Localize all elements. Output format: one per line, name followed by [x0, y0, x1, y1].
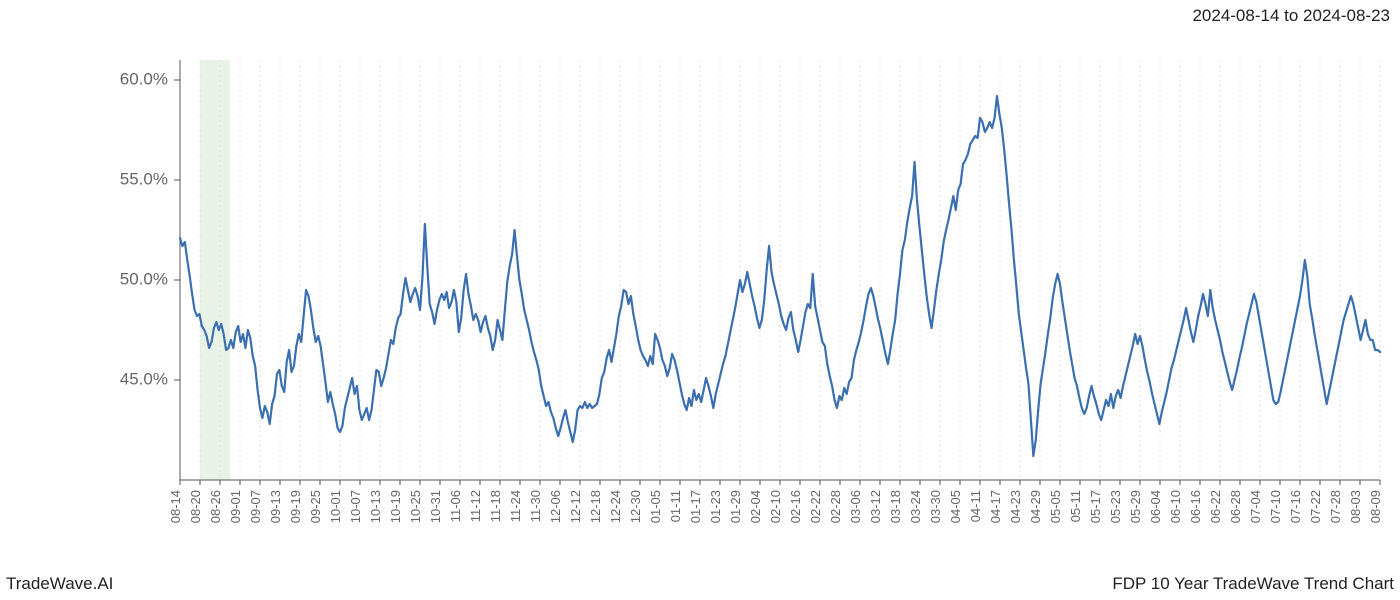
xtick-label: 05-11: [1068, 490, 1083, 522]
xtick-label: 11-06: [448, 490, 463, 522]
xtick-label: 10-25: [408, 490, 423, 523]
xtick-label: 01-29: [728, 490, 743, 523]
xtick-label: 10-07: [348, 490, 363, 523]
xtick-label: 04-11: [968, 490, 983, 522]
xtick-label: 09-25: [308, 490, 323, 523]
xtick-label: 08-09: [1368, 490, 1383, 523]
xtick-label: 02-28: [828, 490, 843, 523]
ytick-label: 50.0%: [120, 269, 168, 288]
xtick-label: 03-30: [928, 490, 943, 523]
xtick-label: 03-24: [908, 490, 923, 523]
ytick-label: 55.0%: [120, 169, 168, 188]
xtick-label: 11-30: [528, 490, 543, 522]
xtick-label: 06-22: [1208, 490, 1223, 523]
xtick-label: 12-24: [608, 490, 623, 523]
xtick-label: 04-17: [988, 490, 1003, 523]
xtick-label: 10-19: [388, 490, 403, 523]
xtick-label: 09-07: [248, 490, 263, 523]
xtick-label: 10-13: [368, 490, 383, 523]
xtick-label: 05-29: [1128, 490, 1143, 523]
xtick-label: 04-05: [948, 490, 963, 523]
xtick-label: 12-12: [568, 490, 583, 523]
xtick-label: 05-17: [1088, 490, 1103, 523]
xtick-label: 07-16: [1288, 490, 1303, 523]
xtick-label: 06-04: [1148, 490, 1163, 523]
xtick-label: 12-06: [548, 490, 563, 523]
xtick-label: 07-28: [1328, 490, 1343, 523]
xtick-label: 03-06: [848, 490, 863, 523]
ytick-label: 45.0%: [120, 369, 168, 388]
xtick-label: 04-29: [1028, 490, 1043, 523]
xtick-label: 08-20: [188, 490, 203, 523]
xtick-label: 06-10: [1168, 490, 1183, 523]
ytick-label: 60.0%: [120, 69, 168, 88]
chart-container: 45.0% 50.0% 55.0% 60.0% 08-14 08-20 08-26 09-01…: [0, 30, 1400, 560]
xtick-label: 02-10: [768, 490, 783, 523]
xtick-label: 07-22: [1308, 490, 1323, 523]
xtick-label: 11-24: [508, 490, 523, 522]
xtick-label: 09-19: [288, 490, 303, 523]
xtick-label: 09-01: [228, 490, 243, 523]
xtick-label: 01-11: [668, 490, 683, 522]
highlight-band: [200, 60, 230, 480]
xtick-label: 05-05: [1048, 490, 1063, 523]
xtick-label: 07-04: [1248, 490, 1263, 523]
date-range: 2024-08-14 to 2024-08-23: [1192, 6, 1390, 26]
chart-svg: 45.0% 50.0% 55.0% 60.0% 08-14 08-20 08-26 09-01…: [0, 30, 1400, 560]
xtick-label: 08-03: [1348, 490, 1363, 523]
xtick-label: 01-23: [708, 490, 723, 523]
xtick-label: 01-17: [688, 490, 703, 523]
footer-brand: TradeWave.AI: [6, 574, 113, 594]
xtick-label: 01-05: [648, 490, 663, 523]
xtick-label: 10-01: [328, 490, 343, 523]
xtick-label: 06-16: [1188, 490, 1203, 523]
xtick-label: 07-10: [1268, 490, 1283, 523]
xtick-label: 02-22: [808, 490, 823, 523]
xtick-label: 03-12: [868, 490, 883, 523]
xtick-label: 02-04: [748, 490, 763, 523]
xtick-label: 08-26: [208, 490, 223, 523]
xtick-label: 10-31: [428, 490, 443, 523]
xtick-label: 06-28: [1228, 490, 1243, 523]
xtick-label: 08-14: [168, 490, 183, 523]
xtick-label: 09-13: [268, 490, 283, 523]
xtick-label: 03-18: [888, 490, 903, 523]
xtick-label: 02-16: [788, 490, 803, 523]
footer-title: FDP 10 Year TradeWave Trend Chart: [1112, 574, 1394, 594]
xtick-label: 05-23: [1108, 490, 1123, 523]
xtick-label: 04-23: [1008, 490, 1023, 523]
xtick-label: 11-12: [468, 490, 483, 522]
xtick-label: 11-18: [488, 490, 503, 522]
xtick-label: 12-30: [628, 490, 643, 523]
xtick-label: 12-18: [588, 490, 603, 523]
